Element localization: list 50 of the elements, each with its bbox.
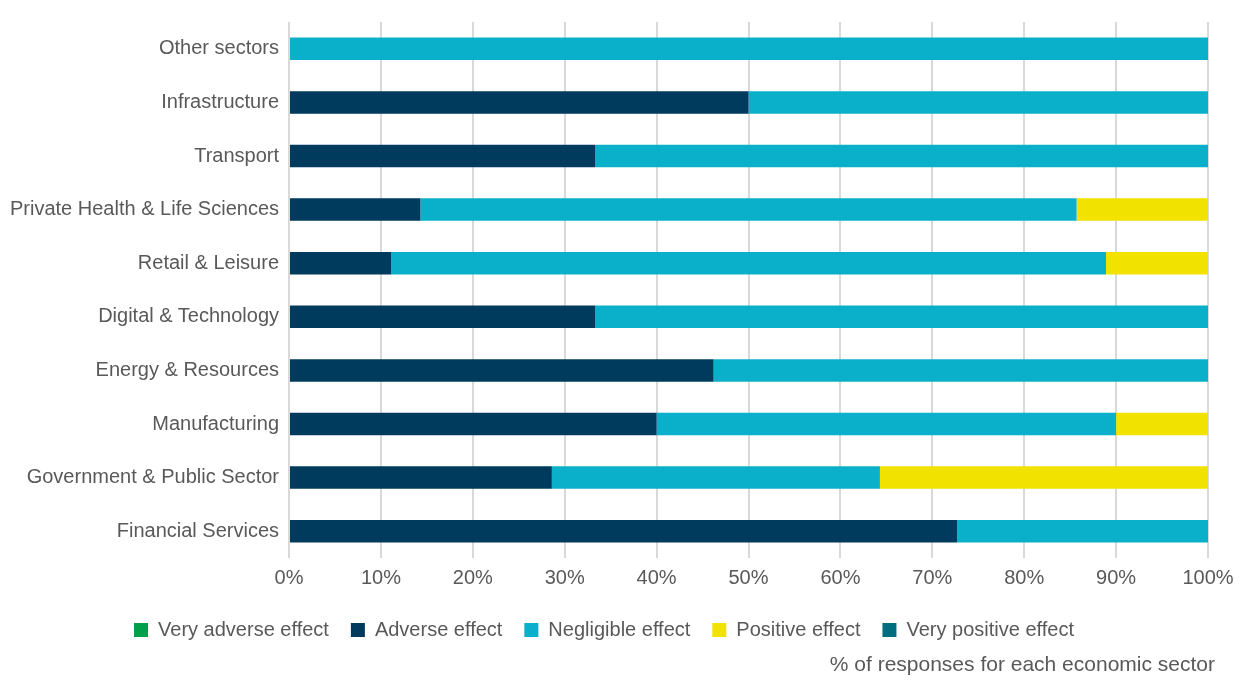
x-tick-label: 50% [728, 565, 769, 588]
bar [290, 37, 1208, 61]
bar [1105, 251, 1208, 275]
bar [713, 359, 1208, 382]
legend-label: Negligible effect [548, 617, 691, 640]
y-tick-label: Transport [194, 143, 280, 166]
y-tick-label: Financial Services [116, 518, 280, 541]
bar [1076, 198, 1208, 221]
x-tick-label: 100% [1182, 565, 1234, 588]
y-tick-label: Manufacturing [152, 411, 280, 434]
x-tick-label: 70% [912, 565, 953, 588]
bar [290, 144, 596, 168]
bar [551, 466, 880, 489]
bar [656, 412, 1117, 436]
y-tick-label: Other sectors [158, 36, 280, 59]
bar [879, 466, 1208, 489]
bar [290, 519, 958, 543]
x-tick-label: 40% [636, 565, 677, 588]
bar [290, 359, 714, 382]
x-tick-label: 90% [1096, 565, 1137, 588]
x-tick-label: 30% [544, 565, 585, 588]
x-tick-label: 0% [274, 565, 304, 588]
y-tick-label: Digital & Technology [98, 304, 280, 327]
y-tick-label: Retail & Leisure [137, 250, 280, 273]
y-tick-label: Government & Public Sector [26, 465, 280, 488]
x-axis-title: % of responses for each economic sector [828, 652, 1215, 676]
bar [391, 251, 1106, 275]
bar [290, 412, 657, 436]
bar [595, 305, 1208, 329]
legend-label: Adverse effect [374, 617, 503, 640]
y-tick-label: Energy & Resources [95, 357, 280, 380]
bar [957, 519, 1208, 543]
bar [290, 305, 596, 329]
bar [748, 91, 1208, 114]
legend-label: Very positive effect [906, 617, 1075, 640]
bar [290, 198, 421, 221]
legend-label: Very adverse effect [158, 617, 330, 640]
x-tick-label: 10% [360, 565, 402, 588]
bar [290, 91, 749, 114]
y-tick-label: Infrastructure [161, 89, 280, 112]
x-tick-label: 20% [452, 565, 494, 588]
bar [290, 251, 392, 275]
bar [290, 466, 552, 489]
legend-label: Positive effect [736, 617, 861, 640]
x-tick-label: 80% [1004, 565, 1045, 588]
bar [595, 144, 1208, 168]
bar [420, 198, 1077, 221]
x-tick-label: 60% [820, 565, 861, 588]
y-tick-label: Private Health & Life Sciences [9, 197, 280, 220]
bar [1116, 412, 1208, 436]
